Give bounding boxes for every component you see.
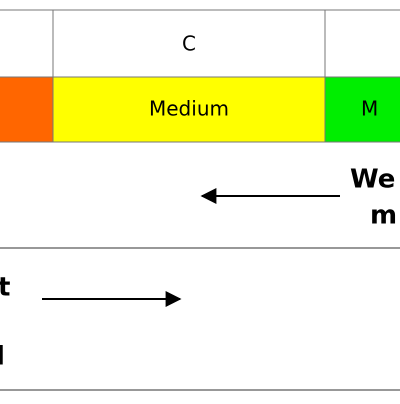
right-label: We [350, 165, 395, 195]
level-cell [52, 76, 326, 143]
header-cell [52, 9, 326, 78]
level-label: Medium [149, 97, 229, 121]
right-label: m [370, 201, 397, 231]
left-label: l [0, 342, 5, 372]
level-cell [324, 76, 400, 143]
level-cell [0, 76, 54, 143]
header-cell [324, 9, 400, 78]
level-label: M [361, 97, 378, 121]
left-label: t [0, 273, 10, 303]
header-cell [0, 9, 54, 78]
header-label: C [182, 32, 196, 56]
